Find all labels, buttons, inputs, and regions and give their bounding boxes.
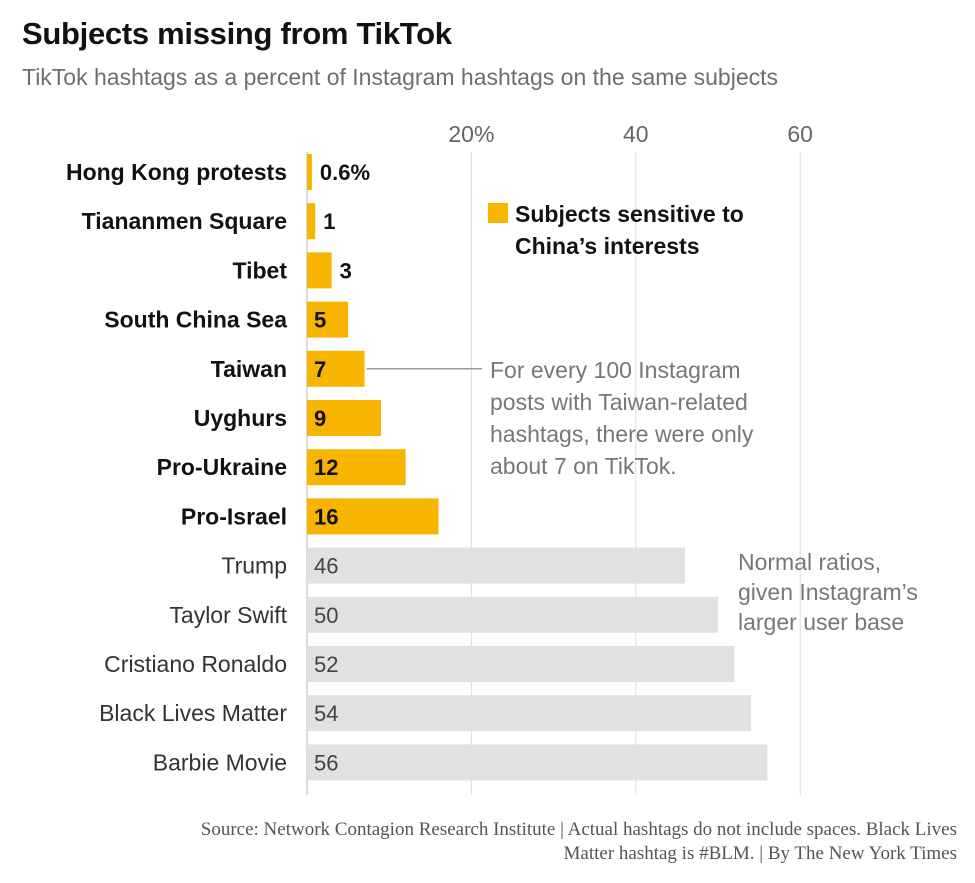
value-label: 1 bbox=[323, 209, 335, 234]
value-label: 0.6% bbox=[320, 160, 370, 185]
bar-cristiano-ronaldo bbox=[307, 646, 735, 682]
chart-subtitle: TikTok hashtags as a percent of Instagra… bbox=[22, 64, 779, 90]
footer-line-2: Matter hashtag is #BLM. | By The New Yor… bbox=[563, 843, 958, 864]
bar-black-lives-matter bbox=[307, 695, 751, 732]
annotation-taiwan-line: about 7 on TikTok. bbox=[490, 453, 677, 479]
bar-taiwan bbox=[307, 350, 365, 387]
bar-chart: 20% 40 60 Hong Kong protests 0.6% Tiananmen S… bbox=[66, 121, 918, 795]
annotation-normal-line: larger user base bbox=[738, 609, 904, 635]
bar-uyghurs bbox=[307, 400, 381, 436]
value-label: 54 bbox=[314, 701, 338, 726]
footer-line-1: Source: Network Contagion Research Insti… bbox=[200, 819, 957, 840]
value-label: 3 bbox=[340, 258, 352, 283]
x-tick-label: 20% bbox=[448, 121, 494, 147]
bar-hong-kong-protests bbox=[307, 154, 312, 190]
category-label: Taylor Swift bbox=[169, 602, 287, 628]
source-footer: Source: Network Contagion Research Insti… bbox=[7, 818, 957, 866]
bar-barbie-movie bbox=[307, 744, 768, 781]
annotation-taiwan-line: posts with Taiwan-related bbox=[490, 389, 748, 415]
legend-label-line: China’s interests bbox=[515, 233, 699, 259]
bar-taylor-swift bbox=[307, 596, 718, 633]
category-label: Pro-Ukraine bbox=[157, 454, 287, 480]
category-label: Cristiano Ronaldo bbox=[104, 651, 287, 677]
value-label: 52 bbox=[314, 652, 338, 677]
x-tick-label: 40 bbox=[623, 121, 649, 147]
value-label: 12 bbox=[314, 455, 338, 480]
category-label: Hong Kong protests bbox=[66, 159, 287, 185]
category-label: South China Sea bbox=[104, 307, 287, 333]
chart-title: Subjects missing from TikTok bbox=[22, 16, 452, 51]
category-label: Tibet bbox=[232, 257, 287, 283]
legend-swatch bbox=[488, 203, 508, 223]
x-tick-label: 60 bbox=[787, 121, 813, 147]
category-label: Black Lives Matter bbox=[99, 700, 287, 726]
category-label: Uyghurs bbox=[194, 405, 287, 431]
annotation-normal-line: Normal ratios, bbox=[738, 549, 881, 575]
value-label: 7 bbox=[314, 357, 326, 382]
value-label: 46 bbox=[314, 554, 338, 579]
value-label: 56 bbox=[314, 750, 338, 775]
category-label: Taiwan bbox=[211, 356, 287, 382]
category-label: Barbie Movie bbox=[153, 749, 287, 775]
annotation-normal-line: given Instagram’s bbox=[738, 579, 918, 605]
value-label: 50 bbox=[314, 603, 338, 628]
bar-pro-ukraine bbox=[307, 449, 406, 486]
bar-tiananmen-square bbox=[307, 203, 316, 240]
category-label: Tiananmen Square bbox=[82, 208, 287, 234]
annotation-taiwan-line: hashtags, there were only bbox=[490, 421, 754, 447]
value-label: 5 bbox=[314, 308, 326, 333]
bar-pro-israel bbox=[307, 498, 439, 535]
category-label: Pro-Israel bbox=[181, 503, 287, 529]
category-label: Trump bbox=[221, 553, 287, 579]
bar-trump bbox=[307, 547, 686, 584]
value-label: 16 bbox=[314, 504, 338, 529]
annotation-taiwan-line: For every 100 Instagram bbox=[490, 357, 741, 383]
bar-south-china-sea bbox=[307, 301, 349, 338]
legend-label-line: Subjects sensitive to bbox=[515, 201, 744, 227]
bar-tibet bbox=[307, 252, 332, 289]
value-label: 9 bbox=[314, 406, 326, 431]
